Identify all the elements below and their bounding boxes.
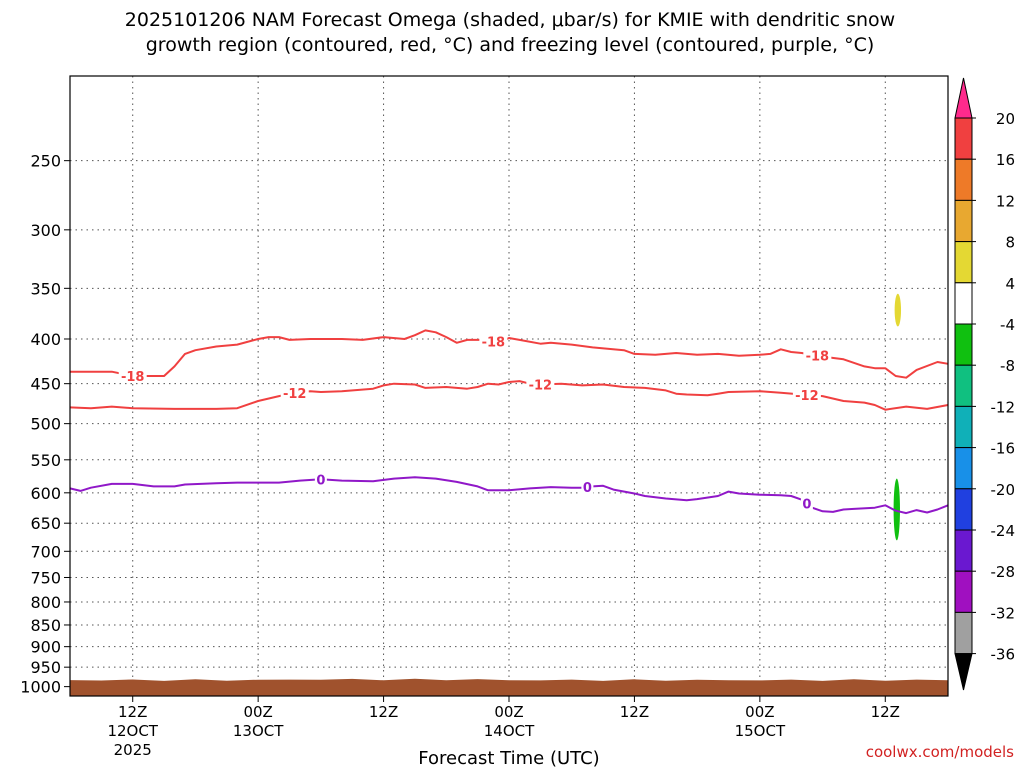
x-tick-label: 12Z	[871, 703, 900, 721]
contour-label: -18	[806, 350, 830, 365]
colorbar-label: -12	[991, 398, 1016, 416]
contour-label: -18	[482, 335, 506, 350]
y-tick-label: 700	[30, 542, 61, 561]
y-tick-label: 650	[30, 514, 61, 533]
green-omega-patch	[893, 478, 900, 541]
contour-label-bg	[118, 369, 147, 384]
contour-label-bg	[792, 387, 821, 402]
colorbar-band	[954, 364, 973, 407]
colorbar-band	[954, 570, 973, 613]
terrain-layer	[70, 678, 948, 696]
chart-title-line-1: 2025101206 NAM Forecast Omega (shaded, μ…	[125, 9, 895, 31]
y-tick-label: 300	[30, 221, 61, 240]
yellow-omega-patch	[894, 293, 902, 327]
colorbar-band	[954, 117, 973, 160]
plot-frame	[69, 75, 949, 697]
contour-label-bg	[280, 386, 309, 401]
x-tick-date: 12OCT	[107, 722, 158, 740]
y-tick-label: 1000	[20, 678, 61, 697]
contour-label: -12	[529, 379, 553, 394]
colorbar-band	[954, 405, 973, 449]
colorbar-band	[954, 529, 973, 572]
colorbar-label: 12	[996, 192, 1015, 210]
contour-label-bg	[314, 472, 327, 487]
contour-label-bg	[800, 496, 813, 511]
contour-label-bg	[803, 348, 832, 363]
colorbar-label: 20	[996, 110, 1015, 128]
terrain-fill	[70, 678, 948, 696]
credit-text: coolwx.com/models	[866, 743, 1014, 761]
colorbar-band	[954, 199, 973, 243]
y-tick-label: 400	[30, 330, 61, 349]
colorbar-label: 16	[996, 151, 1015, 169]
omega-shading-layer	[893, 293, 902, 541]
y-tick-label: 900	[30, 638, 61, 657]
x-tick-year: 2025	[114, 741, 152, 759]
colorbar-label: -24	[991, 522, 1016, 540]
colorbar-band	[954, 282, 973, 325]
y-tick-label: 950	[30, 658, 61, 677]
y-tick-label: 250	[30, 152, 61, 171]
contour-label: -18	[121, 370, 145, 385]
colorbar-band	[954, 611, 973, 655]
colorbar-label: -16	[991, 440, 1016, 458]
x-tick-date: 15OCT	[735, 722, 786, 740]
contour-label: -12	[795, 389, 819, 404]
x-tick-label: 00Z	[745, 703, 774, 721]
colorbar-top-arrow	[954, 77, 973, 119]
contour-label: 0	[583, 481, 592, 496]
x-tick-date: 14OCT	[484, 722, 535, 740]
contour-label: 0	[802, 498, 811, 513]
chart-title-line-2: growth region (contoured, red, °C) and f…	[146, 34, 875, 56]
colorbar-band	[954, 323, 973, 366]
x-tick-date: 13OCT	[233, 722, 284, 740]
contour-label-bg	[526, 377, 555, 392]
colorbar-label: 8	[1005, 234, 1015, 252]
y-tick-label: 800	[30, 593, 61, 612]
colorbar-label: -20	[991, 481, 1016, 499]
x-tick-label: 12Z	[369, 703, 398, 721]
colorbar-bottom-arrow	[954, 653, 973, 691]
colorbar-band	[954, 241, 973, 284]
colorbar-band	[954, 447, 973, 490]
colorbar-band	[954, 158, 973, 201]
x-axis-title: Forecast Time (UTC)	[418, 748, 599, 768]
y-axis: 250 300 350 400 450 500 550 600 650 700 750 800 850 9…	[20, 152, 70, 697]
y-tick-label: 750	[30, 568, 61, 587]
contour-label-bg	[581, 480, 594, 495]
x-tick-label: 12Z	[620, 703, 649, 721]
colorbar-label: -8	[1000, 357, 1015, 375]
colorbar-label: -36	[991, 646, 1016, 664]
y-tick-label: 350	[30, 279, 61, 298]
x-tick-label: 00Z	[494, 703, 523, 721]
y-tick-label: 850	[30, 616, 61, 635]
contour-label: 0	[316, 473, 325, 488]
x-tick-label: 12Z	[118, 703, 147, 721]
y-tick-label: 500	[30, 415, 61, 434]
contour-label: -12	[283, 387, 307, 402]
contour-label-bg	[479, 334, 508, 349]
colorbar-label: -28	[991, 563, 1016, 581]
colorbar: 20 16 12 8 4 -4 -8 -12 -16 -20 -24 -28 -32 -36	[954, 77, 1016, 691]
x-tick-label: 00Z	[243, 703, 272, 721]
colorbar-label: -4	[1000, 316, 1015, 334]
colorbar-band	[954, 488, 973, 531]
y-tick-label: 450	[30, 375, 61, 394]
y-tick-label: 600	[30, 484, 61, 503]
colorbar-label: 4	[1005, 275, 1015, 293]
plot-area	[69, 75, 949, 697]
colorbar-label: -32	[991, 604, 1016, 622]
contour-layer: -18 -18 -18 -12 -12 -12 0 0 0	[69, 329, 949, 515]
y-tick-label: 550	[30, 451, 61, 470]
